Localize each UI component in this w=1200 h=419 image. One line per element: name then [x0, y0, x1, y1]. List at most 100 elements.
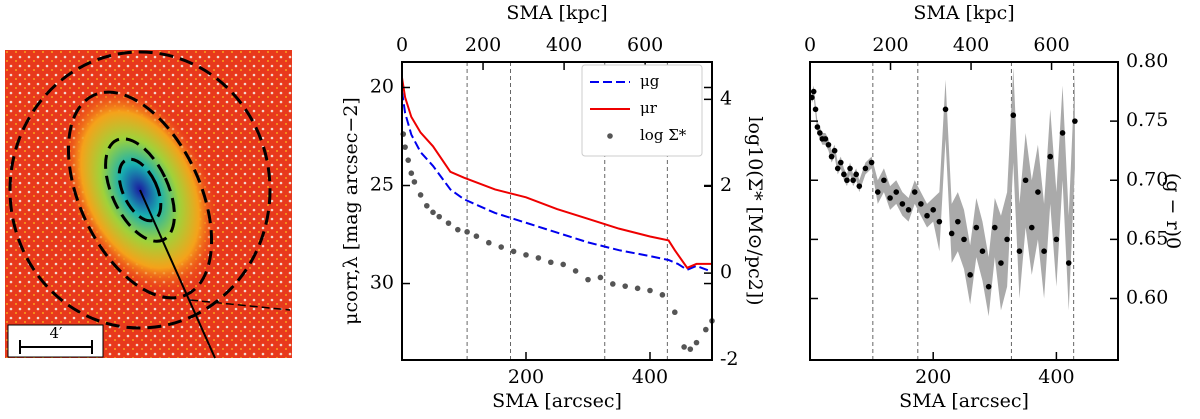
- y-tick-label: 0.65: [1126, 227, 1168, 249]
- data-point: [874, 189, 881, 195]
- data-point: [967, 272, 973, 278]
- data-point: [1010, 112, 1017, 119]
- x2-tick-label: 400: [953, 34, 989, 56]
- x2-tick-label: 600: [1033, 34, 1069, 56]
- data-point: [973, 224, 980, 231]
- data-point: [424, 202, 430, 209]
- y2-tick-label: 2: [720, 174, 732, 196]
- data-point: [828, 153, 835, 160]
- x2-tick-label: 0: [396, 34, 408, 56]
- data-point: [486, 239, 492, 246]
- legend-label: log Σ*: [640, 126, 687, 144]
- data-point: [825, 141, 832, 148]
- data-point: [924, 212, 930, 219]
- y-tick-label: 0.75: [1126, 109, 1168, 131]
- series-line: [401, 77, 712, 270]
- data-point: [417, 192, 424, 198]
- data-point: [841, 171, 847, 178]
- galaxy-image: 4′: [5, 50, 292, 359]
- data-point: [408, 170, 415, 177]
- y-axis-label: μcorr,λ [mag arcsec−2]: [340, 97, 362, 325]
- y-tick-label: 0.80: [1126, 50, 1168, 72]
- data-point: [985, 283, 992, 290]
- plot-frame: [809, 61, 1119, 361]
- legend-label: μr: [640, 99, 658, 117]
- scale-label: 4′: [50, 324, 64, 342]
- data-point: [834, 165, 841, 172]
- data-point: [1047, 153, 1054, 160]
- x2-tick-label: 200: [465, 34, 501, 56]
- x-axis-label: SMA [arcsec]: [492, 390, 622, 412]
- x-tick-label: 200: [508, 366, 544, 388]
- data-point: [510, 248, 517, 255]
- data-point: [585, 276, 591, 283]
- data-point: [893, 189, 900, 195]
- y-tick-label: 20: [370, 75, 394, 97]
- data-point: [992, 224, 998, 231]
- data-point: [1022, 177, 1029, 184]
- data-point: [622, 283, 628, 289]
- data-point: [936, 218, 943, 225]
- data-point: [455, 226, 461, 233]
- data-point: [844, 177, 850, 184]
- data-point: [693, 339, 700, 346]
- data-point: [1059, 130, 1066, 136]
- data-point: [681, 344, 687, 350]
- data-point: [572, 268, 579, 274]
- data-point: [862, 165, 869, 172]
- y2-axis-label: log10(Σ* [M⊙/pc2]): [744, 116, 766, 305]
- legend-label: μg: [640, 72, 660, 90]
- x2-tick-label: 400: [546, 34, 582, 56]
- data-point: [1016, 248, 1023, 255]
- x2-tick-label: 200: [872, 34, 908, 56]
- data-point: [838, 159, 844, 166]
- data-point: [881, 177, 887, 184]
- data-point: [810, 88, 817, 95]
- data-point: [979, 248, 986, 255]
- data-point: [1065, 260, 1072, 266]
- data-point: [850, 177, 856, 184]
- data-point: [436, 213, 443, 220]
- y-tick-label: 25: [370, 174, 394, 196]
- data-point: [1053, 236, 1060, 243]
- series-line: [401, 91, 713, 273]
- data-point: [822, 136, 829, 142]
- data-point: [856, 183, 863, 189]
- y-tick-label: 0.70: [1126, 168, 1168, 190]
- data-point: [659, 292, 666, 298]
- data-point: [430, 209, 436, 216]
- data-point: [998, 260, 1004, 266]
- data-point: [560, 261, 566, 268]
- data-point: [961, 236, 967, 243]
- data-point: [703, 326, 709, 333]
- data-point: [687, 346, 694, 352]
- x-tick-label: 400: [632, 366, 668, 388]
- x2-axis-label: SMA [kpc]: [913, 2, 1014, 24]
- y2-tick-label: 0: [720, 261, 732, 283]
- x2-tick-label: 600: [627, 34, 663, 56]
- data-point: [831, 147, 838, 154]
- data-point: [548, 259, 554, 266]
- data-point: [1035, 189, 1041, 195]
- data-point: [853, 171, 859, 178]
- y2-tick-label: -2: [720, 348, 739, 370]
- data-point: [1004, 236, 1010, 243]
- data-point: [948, 230, 955, 237]
- data-point: [473, 233, 480, 239]
- data-point: [817, 130, 823, 136]
- data-point: [1041, 248, 1047, 255]
- data-point: [610, 281, 616, 287]
- data-point: [899, 201, 906, 207]
- data-point: [634, 285, 641, 292]
- y2-tick-label: 4: [720, 87, 732, 109]
- data-point: [955, 218, 961, 225]
- data-point: [942, 106, 949, 113]
- data-point: [930, 207, 936, 213]
- data-point: [464, 229, 470, 235]
- data-point: [498, 244, 505, 250]
- data-point: [868, 159, 875, 166]
- data-point: [535, 255, 542, 261]
- data-point: [905, 207, 912, 213]
- data-point: [647, 287, 653, 294]
